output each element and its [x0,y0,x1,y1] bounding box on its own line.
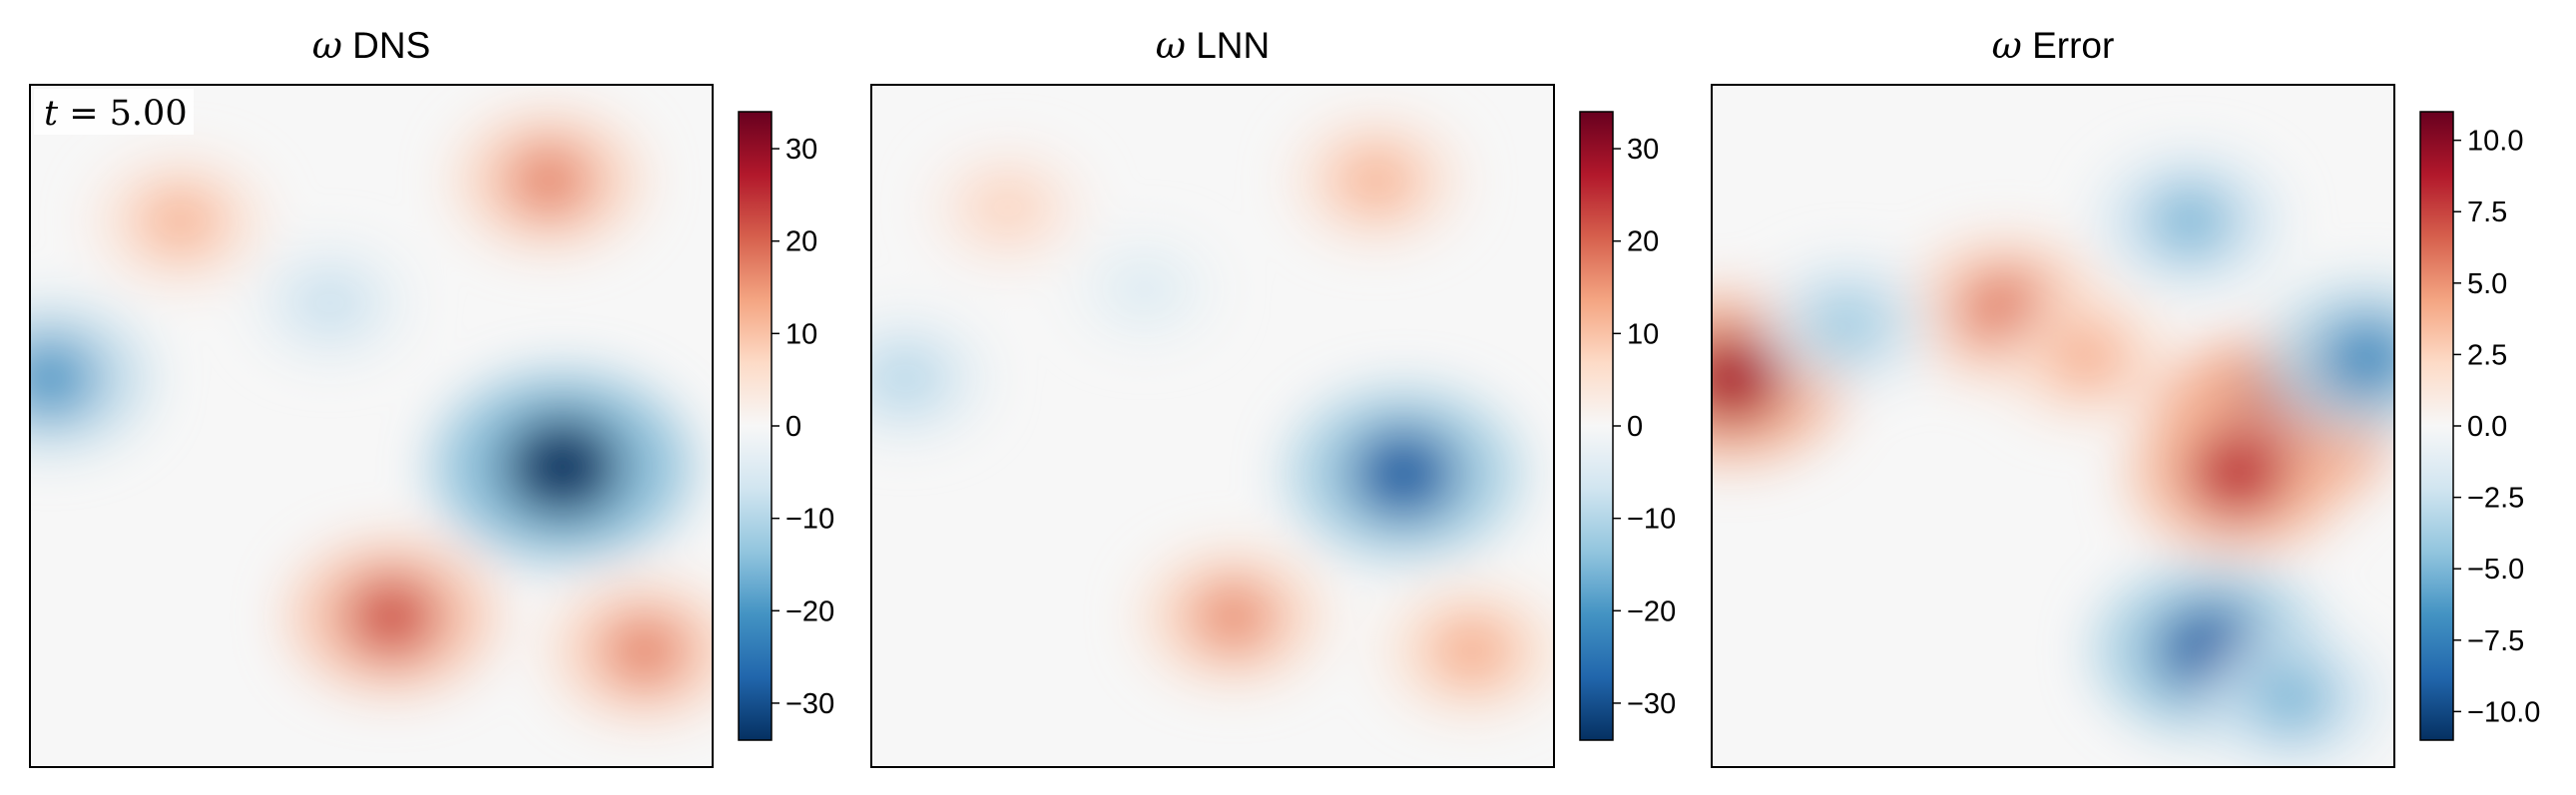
colorbar-tick-label: 30 [785,134,817,166]
colorbar: 10.0 7.5 5.0 2.5 0.0 −2.5 −5.0 −7.5 −10.0 [2419,111,2540,741]
colorbar: 30 20 10 0 −10 −20 −30 [738,111,834,741]
vorticity-field [871,85,1554,767]
colorbar-tick-label: −10 [785,504,834,536]
plot-frame [870,84,1555,768]
vorticity-field [30,85,713,767]
colorbar-tick-label: −10 [1627,504,1676,536]
time-annotation: t = 5.00 [44,94,188,134]
panel-title: ω LNN [1156,24,1270,67]
title-text: LNN [1186,25,1270,66]
colorbar-tick-label: −5.0 [2467,554,2524,586]
colorbar-tick-label: 0 [785,411,801,443]
panel-error: ω Error 10.0 7.5 5.0 2.5 0.0 −2.5 −5.0 −7.5 −10.0 [1711,24,2540,768]
colorbar-tick-label: 0 [1627,411,1643,443]
title-text: Error [2022,25,2115,66]
vortex-core [503,416,623,519]
colorbar-tick-label: 30 [1627,134,1659,166]
colorbar-tick-label: 10 [785,318,817,350]
colorbar-tick-label: −7.5 [2467,625,2524,657]
title-symbol: ω [1992,24,2022,67]
vortex-core [1431,616,1512,686]
colorbar-tick-label: −20 [785,596,834,627]
colorbar-tick-label: 5.0 [2467,268,2507,300]
colorbar-scale [1579,111,1614,741]
vortex-core [294,272,366,334]
panel-title: ω Error [1992,24,2115,67]
vortex-core [972,177,1044,238]
colorbar-tick-label: 2.5 [2467,339,2507,371]
vortex-core [1349,427,1458,521]
colorbar-scale [2419,111,2454,741]
colorbar-tick-label: 10 [1627,318,1659,350]
vortex-core [1337,147,1416,214]
colorbar-scale [738,111,773,741]
vortex-core [2318,316,2394,399]
colorbar-tick-label: 20 [1627,226,1659,258]
colorbar-tick-label: 10.0 [2467,126,2523,158]
colorbar-tick-label: −20 [1627,596,1676,627]
panel-lnn: ω LNN 30 20 10 0 −10 −20 −30 [870,24,1676,768]
title-symbol: ω [312,24,342,67]
vortex-core [343,576,440,658]
colorbar-tick-label: 0.0 [2467,411,2507,443]
title-symbol: ω [1156,24,1186,67]
plot-frame [29,84,714,768]
colorbar-tick-label: −2.5 [2467,483,2524,515]
vortex-core [1190,580,1277,654]
vortex-core [2147,185,2233,258]
colorbar-tick-label: 7.5 [2467,197,2507,228]
title-text: DNS [342,25,430,66]
colorbar-tick-label: 20 [785,226,817,258]
colorbar-tick-label: −30 [1627,688,1676,720]
colorbar: 30 20 10 0 −10 −20 −30 [1579,111,1676,741]
plot-frame [1711,84,2395,768]
vortex-core [2250,662,2334,735]
vortex-core [1808,289,1888,358]
panel-dns: ω DNS t = 5.00 30 20 10 0 −10 −20 −30 [29,24,834,768]
vorticity-field [1712,85,2394,767]
vortex-core [2186,430,2289,518]
colorbar-tick-label: −30 [785,688,834,720]
vortex-core [141,188,220,255]
vortex-core [600,613,689,689]
vortex-core [2047,323,2127,392]
vortex-core [1111,261,1178,318]
vortex-core [871,346,943,411]
vortex-core [30,338,98,418]
colorbar-tick-label: −10.0 [2467,696,2540,728]
panel-title: ω DNS [312,24,431,67]
annotation-box [34,89,194,135]
vortex-core [1712,332,1787,425]
vortex-core [505,143,593,218]
